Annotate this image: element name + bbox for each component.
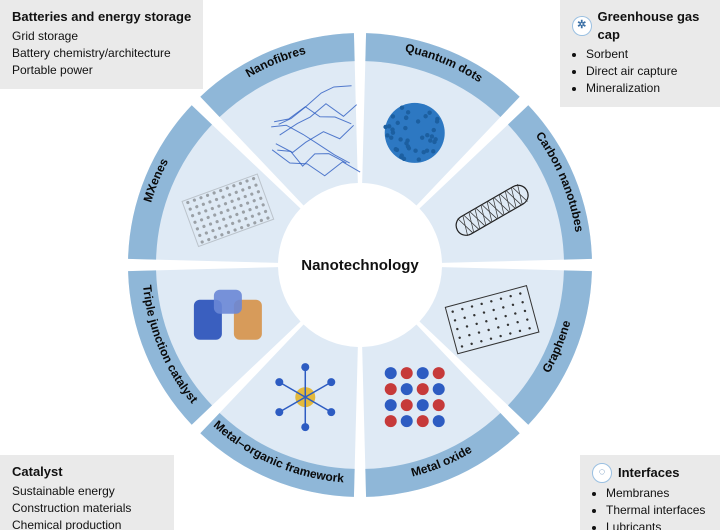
snowflake-icon: ✲ xyxy=(572,16,592,36)
info-line: Grid storage xyxy=(12,28,191,45)
info-line: Chemical production xyxy=(12,517,162,530)
info-line: Sustainable energy xyxy=(12,483,162,500)
info-list: Sustainable energy Construction material… xyxy=(12,483,162,530)
info-line: Thermal interfaces xyxy=(606,502,720,519)
info-list: Sorbent Direct air capture Mineralizatio… xyxy=(572,46,720,96)
wheel-center-label: Nanotechnology xyxy=(301,257,419,274)
info-line: Direct air capture xyxy=(586,63,720,80)
info-box-interfaces: ◌ Interfaces Membranes Thermal interface… xyxy=(580,455,720,530)
info-title: Batteries and energy storage xyxy=(12,8,191,26)
info-line: Portable power xyxy=(12,62,191,79)
info-box-catalyst: Catalyst Sustainable energy Construction… xyxy=(0,455,174,530)
info-box-greenhouse: ✲ Greenhouse gas cap Sorbent Direct air … xyxy=(560,0,720,107)
info-title: Greenhouse gas cap xyxy=(598,8,720,44)
info-box-batteries: Batteries and energy storage Grid storag… xyxy=(0,0,203,89)
info-list: Membranes Thermal interfaces Lubricants xyxy=(592,485,720,530)
info-line: Lubricants xyxy=(606,519,720,530)
info-line: Battery chemistry/architecture xyxy=(12,45,191,62)
info-title: Catalyst xyxy=(12,463,63,481)
droplet-icon: ◌ xyxy=(592,463,612,483)
info-line: Membranes xyxy=(606,485,720,502)
info-line: Mineralization xyxy=(586,80,720,97)
info-line: Construction materials xyxy=(12,500,162,517)
info-list: Grid storage Battery chemistry/architect… xyxy=(12,28,191,78)
info-line: Sorbent xyxy=(586,46,720,63)
info-title: Interfaces xyxy=(618,464,679,482)
